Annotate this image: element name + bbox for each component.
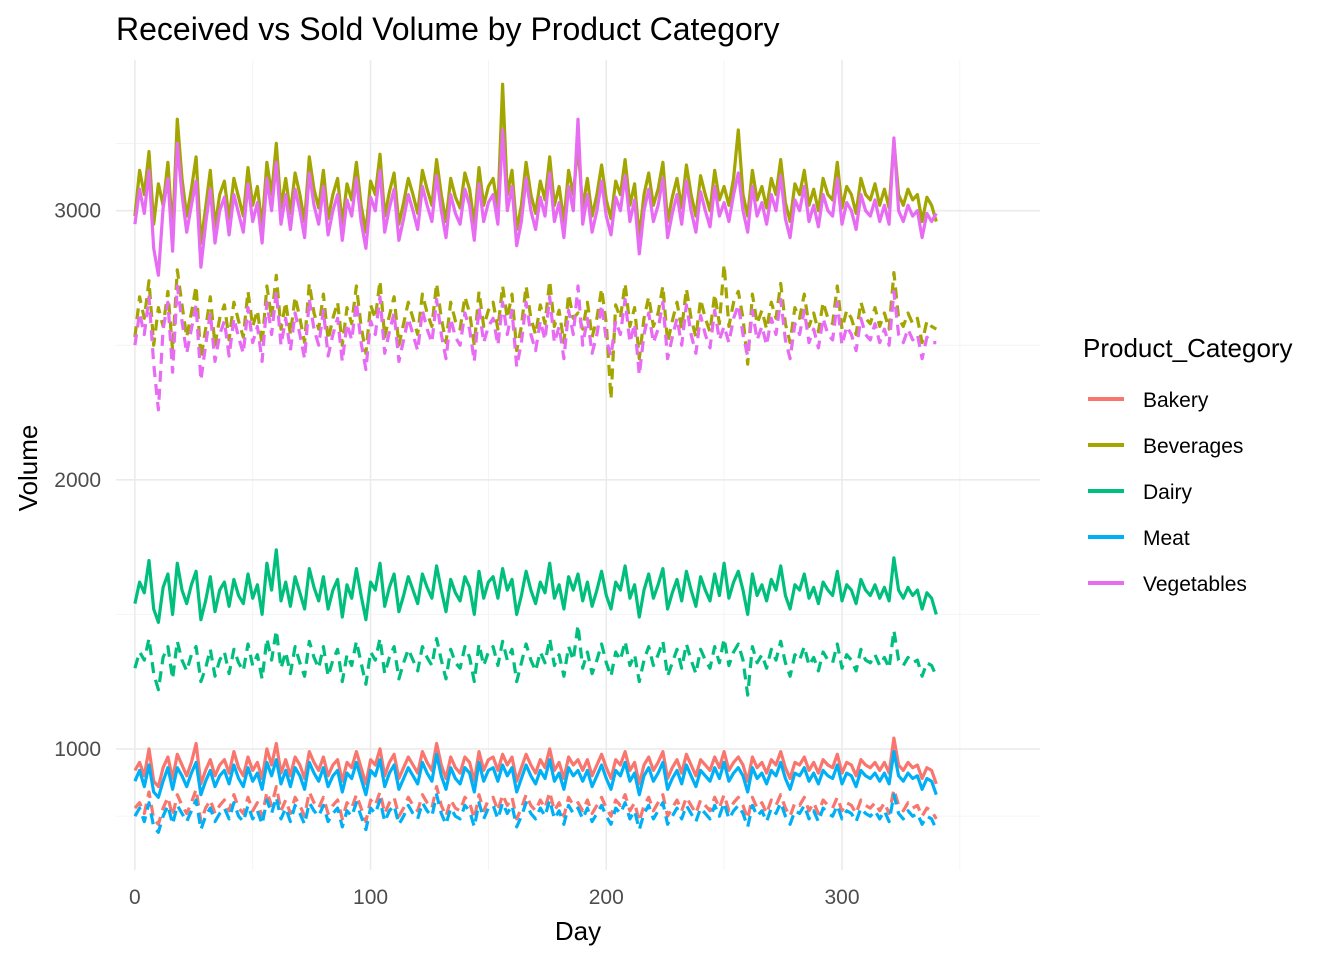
y-tick-label: 2000	[54, 469, 101, 492]
legend-label-bakery: Bakery	[1143, 389, 1209, 412]
legend-label-dairy: Dairy	[1143, 481, 1193, 504]
y-tick-label: 3000	[54, 200, 101, 223]
legend-keys: Bakery Beverages Dairy Meat Vegetables	[1088, 389, 1247, 596]
y-axis-ticks: 1000 2000 3000	[54, 200, 101, 761]
legend: Product_Category Bakery Beverages Dairy Mea…	[1083, 333, 1293, 596]
series-line-beverages-sold	[133, 262, 938, 401]
series-line-vegetables-sold	[133, 284, 937, 412]
x-tick-label: 100	[353, 886, 388, 909]
x-axis-ticks: 0 100 200 300	[129, 886, 860, 909]
legend-title: Product_Category	[1083, 333, 1293, 363]
series-line-dairy-received	[133, 548, 938, 625]
x-tick-label: 200	[589, 886, 624, 909]
grid	[116, 60, 1040, 870]
series-line-bakery-received	[133, 736, 938, 789]
series-line-vegetables-received	[133, 117, 938, 277]
series-line-meat-sold	[133, 793, 938, 834]
legend-label-vegetables: Vegetables	[1143, 573, 1247, 596]
x-tick-label: 300	[824, 886, 859, 909]
legend-label-beverages: Beverages	[1143, 435, 1243, 458]
legend-label-meat: Meat	[1143, 527, 1190, 550]
series-line-bakery-sold	[133, 784, 938, 826]
x-tick-label: 0	[129, 886, 141, 909]
chart-title: Received vs Sold Volume by Product Categ…	[116, 11, 779, 47]
series-line-meat-received	[133, 749, 938, 799]
x-axis-title: Day	[555, 916, 601, 946]
y-axis-title: Volume	[13, 425, 43, 512]
series-line-beverages-received	[133, 82, 938, 245]
y-tick-label: 1000	[54, 738, 101, 761]
series-line-dairy-sold	[133, 623, 938, 697]
series-lines	[133, 82, 938, 834]
